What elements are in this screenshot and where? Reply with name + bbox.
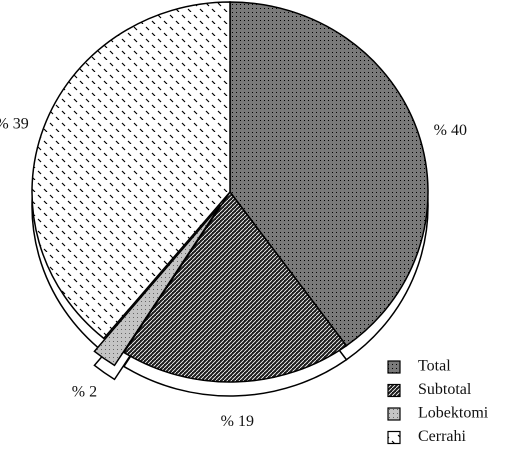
legend-label: Lobektomi — [418, 405, 489, 422]
legend-label: Subtotal — [418, 381, 472, 398]
legend-label: Cerrahi — [418, 428, 467, 445]
value-label: % 40 — [434, 122, 467, 139]
value-label: % 39 — [0, 115, 29, 132]
slice — [229, 1, 429, 347]
legend-swatch — [387, 407, 401, 421]
slice — [93, 204, 222, 367]
legend-swatch — [387, 430, 401, 445]
value-label: % 2 — [72, 383, 97, 400]
value-label: % 19 — [221, 413, 254, 430]
slice — [31, 1, 231, 340]
slice — [122, 190, 348, 383]
legend-swatch — [387, 360, 401, 374]
legend-label: Total — [418, 358, 451, 375]
legend-swatch — [387, 383, 401, 398]
